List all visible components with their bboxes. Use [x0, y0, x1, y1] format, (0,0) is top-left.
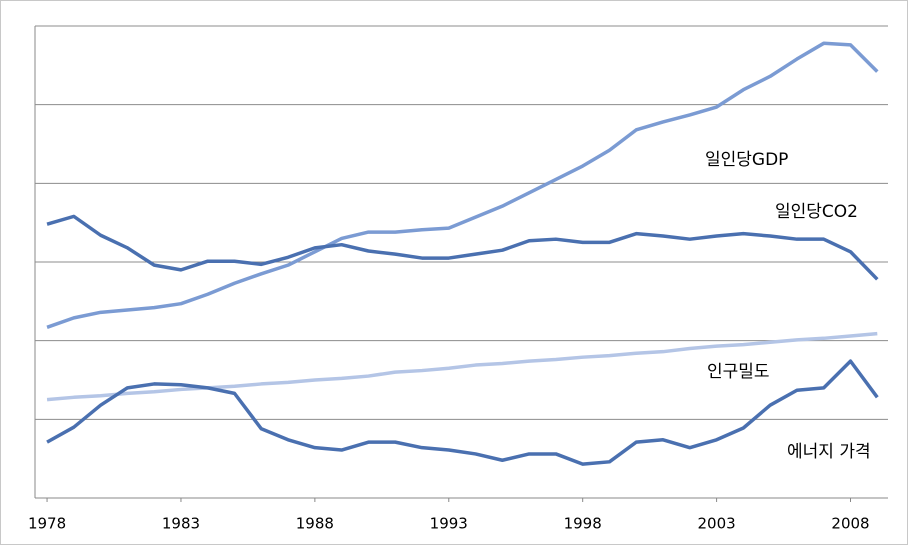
series-line	[46, 331, 878, 402]
x-tick-label: 1998	[564, 515, 602, 533]
series-line	[46, 41, 879, 329]
x-tick-label: 2008	[831, 515, 869, 533]
series-label: 에너지 가격	[787, 442, 871, 462]
series-line	[46, 359, 879, 466]
x-tick-label: 1978	[28, 515, 66, 533]
x-tick-label: 1983	[162, 515, 200, 533]
x-tick-label: 1993	[430, 515, 468, 533]
x-tick-label: 2003	[698, 515, 736, 533]
series-label: 인구밀도	[707, 362, 770, 382]
series-label: 일인당CO2	[775, 202, 858, 222]
series-label: 일인당GDP	[705, 150, 788, 170]
series-line	[46, 214, 879, 281]
x-tick-label: 1988	[296, 515, 334, 533]
